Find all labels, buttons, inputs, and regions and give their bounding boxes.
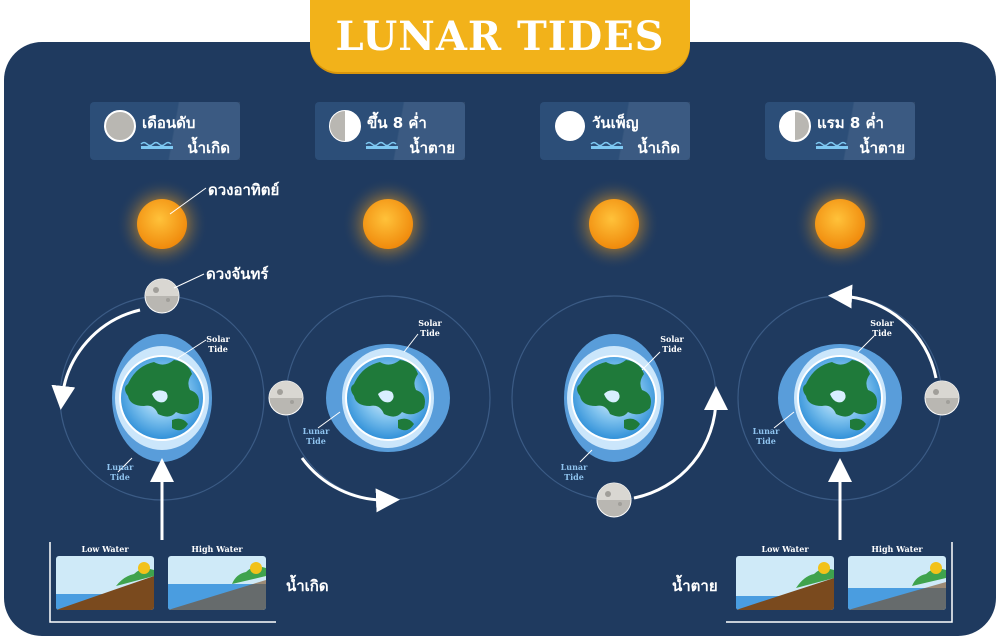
wave-icon — [590, 141, 623, 149]
lunar-tide-pointer-2 — [317, 411, 341, 429]
sun-2 — [342, 178, 434, 270]
first-quarter-moon-icon — [329, 110, 361, 142]
wave-icon — [140, 141, 173, 149]
orbit-arrow-2 — [300, 457, 400, 513]
phase-card-new-moon: เดือนดับ น้ำเกิด — [90, 102, 240, 160]
solar-tide-label-4: Solar Tide — [870, 318, 894, 338]
low-water-title-right: Low Water — [761, 544, 809, 554]
tide-type: น้ำเกิด — [187, 139, 230, 157]
last-quarter-moon-icon — [779, 110, 811, 142]
moon-3 — [596, 482, 632, 518]
orbit-arrow-1 — [51, 308, 141, 410]
full-moon-icon — [555, 111, 585, 141]
lunar-tide-label-3: Lunar Tide — [560, 462, 588, 482]
lunar-tide-label-4: Lunar Tide — [752, 426, 780, 446]
lunar-tide-pointer-1 — [117, 457, 133, 473]
solar-tide-pointer-4 — [857, 335, 875, 353]
low-water-box-left — [56, 556, 154, 610]
high-water-box-left — [168, 556, 266, 610]
tide-type: น้ำเกิด — [637, 139, 680, 157]
lunar-tide-pointer-4 — [773, 411, 795, 429]
new-moon-icon — [104, 110, 136, 142]
lunar-tide-label-1: Lunar Tide — [106, 462, 134, 482]
solar-tide-pointer-1 — [177, 339, 207, 359]
moon-callout: ดวงจันทร์ — [206, 265, 269, 283]
high-water-box-right — [848, 556, 946, 610]
phase-name: ขึ้น 8 ค่ำ — [367, 114, 427, 132]
sun-1 — [116, 178, 208, 270]
solar-tide-pointer-2 — [403, 333, 419, 353]
moon-callout-line — [173, 273, 205, 289]
moon-2 — [268, 380, 304, 416]
lunar-tide-label-2: Lunar Tide — [302, 426, 330, 446]
title-banner: LUNAR TIDES — [310, 0, 690, 72]
tide-type: น้ำตาย — [409, 139, 455, 157]
water-caption-left: น้ำเกิด — [286, 577, 329, 595]
sun-callout-line — [169, 187, 207, 215]
orbit-arrow-4 — [828, 284, 938, 379]
wave-icon — [815, 141, 848, 149]
water-caption-right: น้ำตาย — [672, 577, 718, 595]
earth-4 — [797, 355, 883, 441]
phase-card-last-quarter: แรม 8 ค่ำ น้ำตาย — [765, 102, 915, 160]
phase-name: แรม 8 ค่ำ — [817, 114, 884, 132]
low-water-box-right — [736, 556, 834, 610]
earth-2 — [345, 355, 431, 441]
sun-4 — [794, 178, 886, 270]
solar-tide-label-2: Solar Tide — [418, 318, 442, 338]
solar-tide-pointer-3 — [641, 351, 661, 371]
lunar-tide-pointer-3 — [579, 449, 593, 463]
moon-4 — [924, 380, 960, 416]
water-bracket-left — [49, 542, 276, 623]
phase-name: เดือนดับ — [142, 114, 196, 132]
wave-icon — [365, 141, 398, 149]
moon-1 — [144, 278, 180, 314]
sun-callout: ดวงอาทิตย์ — [208, 181, 280, 199]
high-water-title-left: High Water — [191, 544, 243, 554]
sun-3 — [568, 178, 660, 270]
phase-name: วันเพ็ญ — [592, 114, 639, 132]
page-title: LUNAR TIDES — [335, 12, 665, 60]
phase-card-first-quarter: ขึ้น 8 ค่ำ น้ำตาย — [315, 102, 465, 160]
orbit-arrow-3 — [633, 386, 728, 500]
high-water-title-right: High Water — [871, 544, 923, 554]
earth-1 — [119, 355, 205, 441]
phase-card-full-moon: วันเพ็ญ น้ำเกิด — [540, 102, 690, 160]
solar-tide-label-3: Solar Tide — [660, 334, 684, 354]
low-water-title-left: Low Water — [81, 544, 129, 554]
solar-tide-label-1: Solar Tide — [206, 334, 230, 354]
tide-type: น้ำตาย — [859, 139, 905, 157]
water-bracket-right — [726, 542, 953, 623]
